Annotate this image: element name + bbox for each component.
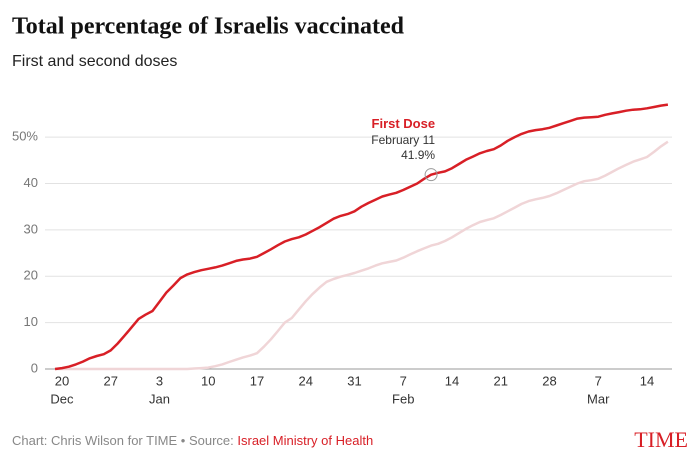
chart-title: Total percentage of Israelis vaccinated (12, 14, 405, 40)
x-tick-label: 27 (103, 373, 117, 388)
x-tick-label: 7 (595, 373, 602, 388)
source-note: Chart: Chris Wilson for TIME • Source: I… (12, 433, 373, 448)
x-tick-label: 31 (347, 373, 361, 388)
source-name: Israel Ministry of Health (237, 433, 373, 448)
x-tick-label: 3 (156, 373, 163, 388)
x-month-label: Dec (50, 391, 74, 406)
x-tick-label: 17 (250, 373, 264, 388)
chart-subtitle: First and second doses (12, 53, 177, 70)
series-line (54, 103, 669, 371)
x-tick-label: 21 (494, 373, 508, 388)
annotation-marker (424, 168, 438, 182)
x-month-label: Feb (392, 391, 414, 406)
x-month-label: Jan (149, 391, 170, 406)
y-tick-label: 10 (24, 314, 38, 329)
source-prefix: Chart: Chris Wilson for TIME • Source: (12, 433, 237, 448)
x-tick-label: 14 (445, 373, 459, 388)
y-tick-label: 50% (12, 129, 38, 144)
annotation-date: February 11 (371, 133, 435, 147)
y-tick-label: 40 (24, 175, 38, 190)
y-tick-label: 0 (31, 360, 38, 375)
x-tick-label: 7 (400, 373, 407, 388)
x-tick-label: 28 (542, 373, 556, 388)
x-tick-label: 10 (201, 373, 215, 388)
series-line (55, 140, 669, 371)
x-tick-label: 20 (55, 373, 69, 388)
y-tick-label: 20 (24, 268, 38, 283)
x-tick-label: 14 (640, 373, 654, 388)
logo: TIME (634, 427, 688, 452)
x-month-label: Mar (587, 391, 610, 406)
annotation-title: First Dose (372, 116, 436, 131)
x-tick-label: 24 (298, 373, 312, 388)
y-tick-label: 30 (24, 221, 38, 236)
annotation-value: 41.9% (401, 148, 435, 162)
